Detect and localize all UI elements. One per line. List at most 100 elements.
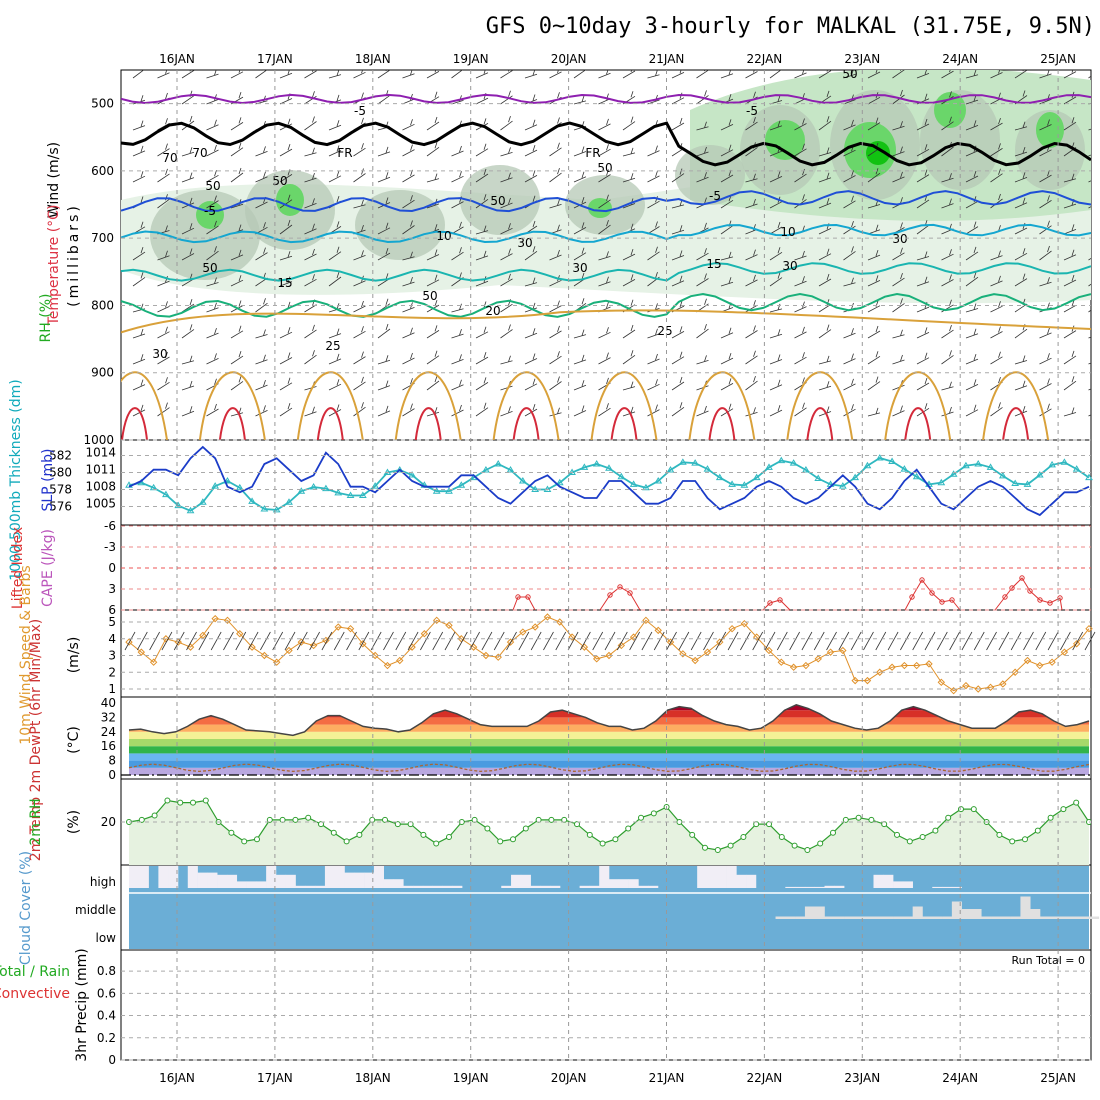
wind-barb: [1088, 206, 1091, 209]
wind-barb: [353, 168, 366, 183]
wind-barb: [818, 248, 832, 261]
wind-speed-point: [888, 663, 896, 671]
wind-barb: [1088, 154, 1091, 157]
rh-point: [945, 814, 952, 821]
thickness-line-point: [777, 456, 786, 464]
rh-point: [228, 829, 235, 836]
wind-barb: [181, 406, 195, 417]
rh-point: [689, 831, 696, 838]
wind-barb: [524, 70, 538, 79]
wind-barb-10m: [186, 631, 197, 651]
wind-barb: [181, 380, 195, 391]
wind-barb: [794, 326, 807, 339]
wind-barb: [255, 329, 268, 339]
wind-barb: [598, 251, 611, 261]
rh-point: [497, 838, 504, 845]
wind-barb-10m: [124, 631, 136, 651]
lifted-index-point: [767, 600, 773, 606]
wind-barb: [794, 402, 807, 417]
wind-barb: [132, 171, 146, 183]
wind-barb: [353, 70, 366, 79]
wind-speed-point: [285, 646, 293, 655]
rh-point: [894, 831, 900, 838]
wind-barb: [941, 70, 954, 79]
chart-title: GFS 0~10day 3-hourly for MALKAL (31.75E,…: [486, 14, 1095, 39]
wind-barb: [328, 70, 342, 79]
temp-tick: 16: [101, 739, 116, 753]
wind-barb: [916, 169, 930, 183]
cloud-high-bar: [902, 881, 913, 888]
rh-point: [266, 816, 273, 823]
wind-barb-10m: [727, 631, 739, 651]
thickness-line-point: [863, 461, 872, 469]
cloud-high-bar: [942, 886, 953, 888]
isotherm-label: -5: [709, 189, 721, 203]
thickness-line-point: [432, 487, 441, 494]
wind-barb: [549, 351, 562, 365]
wind-barb: [549, 376, 562, 391]
wind-tick: 3: [108, 649, 116, 663]
wind-barb: [1039, 353, 1052, 365]
cloud-high-bar: [354, 872, 365, 888]
wind-barb: [745, 375, 758, 391]
wind-barb: [206, 403, 219, 417]
wind-barb-10m: [543, 631, 554, 651]
wind-speed-point: [839, 646, 847, 655]
thickness-line-point: [912, 472, 921, 480]
thickness-line-point: [248, 497, 256, 504]
wind-barb: [524, 378, 538, 391]
wind-barb: [892, 298, 905, 313]
rh-point: [855, 814, 862, 821]
wind-speed-point: [666, 638, 675, 646]
wind-barb-10m: [210, 631, 222, 651]
wind-speed-point: [445, 621, 453, 630]
wind-barb: [230, 142, 244, 157]
precip-tick: 0: [108, 1053, 116, 1067]
wind-barb: [157, 377, 170, 391]
thickness-line-point: [445, 487, 453, 494]
wind-barb: [892, 121, 905, 131]
wind-barb: [426, 142, 440, 157]
wind-barb: [720, 277, 734, 287]
thickness-line-point: [162, 490, 170, 498]
wind-barb-10m: [629, 631, 640, 651]
wind-speed-point: [962, 681, 970, 690]
axis-ticks: 5006007008009001000582580578576101410111…: [49, 97, 1091, 1067]
wind-barb: [230, 249, 244, 261]
thickness-line-point: [900, 465, 909, 472]
wind-barb-10m: [826, 631, 837, 651]
wind-barb: [1014, 197, 1028, 209]
wind-barb: [426, 407, 440, 417]
wind-barb: [818, 70, 832, 79]
wind-barb: [843, 328, 856, 339]
cloud-middle-bar: [902, 916, 913, 919]
wind-barb: [647, 353, 660, 365]
wind-barb: [255, 171, 268, 183]
wind-barb: [500, 406, 513, 417]
wind-barb: [157, 301, 170, 313]
wind-barb: [1088, 283, 1091, 287]
wind-barb-10m: [407, 631, 419, 651]
wind-barb: [867, 249, 881, 261]
temp-band: [129, 767, 1089, 775]
wind-barb: [206, 220, 219, 235]
wind-barb-10m: [690, 631, 702, 651]
wind-barb: [1063, 249, 1077, 261]
cloud-high-bar: [824, 885, 835, 888]
wind-speed-point: [297, 638, 306, 646]
wind-speed-point: [752, 633, 761, 641]
wind-barb: [671, 225, 685, 235]
wind-barb: [745, 407, 758, 417]
wind-barb: [279, 327, 293, 339]
wind-barb: [500, 115, 513, 131]
wind-barb-10m: [469, 631, 480, 651]
wind-barb: [132, 120, 146, 131]
wind-barb: [647, 246, 660, 261]
rh-point: [740, 834, 747, 841]
cloud-high-bar: [618, 879, 629, 888]
wind-barb: [377, 323, 391, 339]
wind-barb: [696, 273, 709, 287]
wind-barb: [892, 405, 905, 417]
wind-barb-10m: [247, 631, 259, 651]
